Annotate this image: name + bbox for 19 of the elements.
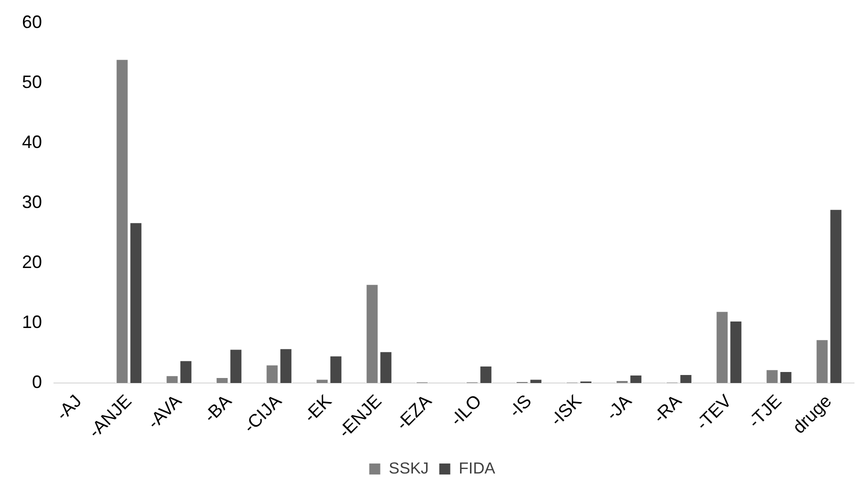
y-tick-label: 50 [22, 72, 42, 92]
x-tick-label: -RA [649, 390, 686, 427]
y-tick-label: 20 [22, 252, 42, 272]
x-tick-label: -BA [200, 390, 236, 426]
y-tick-label: 10 [22, 312, 42, 332]
y-tick-label: 0 [32, 372, 42, 392]
x-tick-label: -ILO [446, 390, 486, 430]
x-tick-label: -JA [602, 390, 636, 424]
x-tick-label: -AJ [52, 390, 86, 424]
x-tick-label: -AVA [143, 390, 186, 433]
y-tick-label: 30 [22, 192, 42, 212]
x-tick-label: -IS [504, 390, 536, 422]
x-tick-label: -ISK [546, 390, 586, 430]
legend-label: SSKJ [388, 460, 429, 478]
x-tick-label: -EZA [392, 390, 436, 434]
legend-label: FIDA [458, 460, 496, 478]
y-tick-label: 60 [22, 12, 42, 32]
x-tick-label: -EK [300, 390, 336, 426]
y-tick-label: 40 [22, 132, 42, 152]
